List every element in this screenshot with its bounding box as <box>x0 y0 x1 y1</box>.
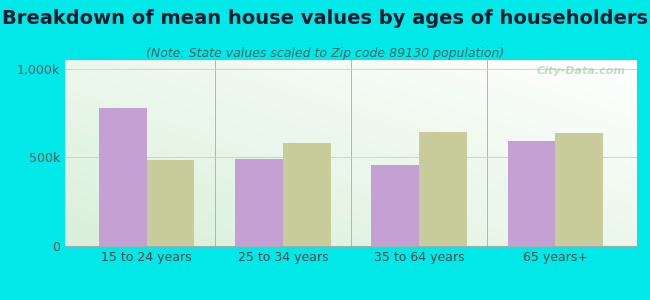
Text: (Note: State values scaled to Zip code 89130 population): (Note: State values scaled to Zip code 8… <box>146 46 504 59</box>
Bar <box>99 108 147 246</box>
Bar <box>508 141 555 246</box>
Text: Breakdown of mean house values by ages of householders: Breakdown of mean house values by ages o… <box>2 9 648 28</box>
Bar <box>283 143 331 246</box>
Bar <box>147 160 194 246</box>
Bar <box>555 133 603 246</box>
Bar <box>235 159 283 246</box>
Bar <box>419 132 467 246</box>
Bar <box>371 165 419 246</box>
Text: City-Data.com: City-Data.com <box>536 66 625 76</box>
